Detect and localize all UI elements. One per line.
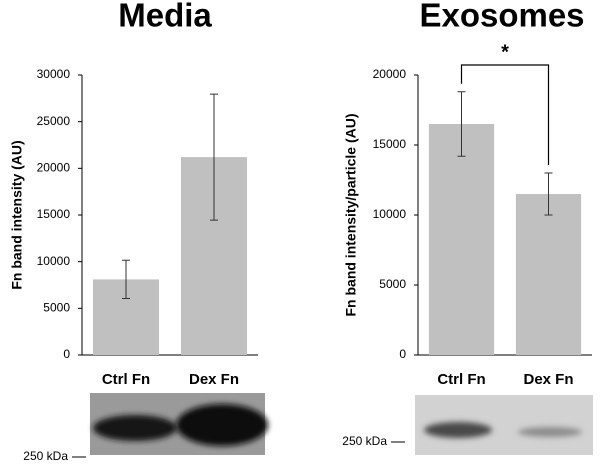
error-bar bbox=[457, 91, 466, 157]
y-tick-label: 10000 bbox=[373, 207, 407, 221]
y-tick-label: 0 bbox=[63, 347, 70, 361]
exosome-blot bbox=[415, 395, 593, 455]
y-axis-label: Fn band intensity/particle (AU) bbox=[343, 113, 359, 316]
bar bbox=[515, 194, 582, 355]
y-tick-label: 15000 bbox=[373, 137, 407, 151]
y-tick-label: 20000 bbox=[37, 161, 71, 175]
error-bar bbox=[544, 172, 553, 216]
y-tick-label: 15000 bbox=[37, 207, 71, 221]
media-blot bbox=[90, 393, 268, 455]
y-tick-label: 10000 bbox=[37, 254, 71, 268]
y-tick-label: 30000 bbox=[37, 67, 71, 81]
blot-marker-label: 250 kDa bbox=[23, 449, 68, 463]
chart-title: Media bbox=[118, 0, 212, 34]
significance-bracket bbox=[460, 64, 550, 165]
y-tick-label: 5000 bbox=[43, 301, 70, 315]
y-tick-label: 0 bbox=[399, 347, 406, 361]
bar bbox=[428, 124, 495, 355]
error-bar bbox=[122, 259, 130, 300]
error-bar bbox=[210, 93, 218, 221]
x-tick-label: Dex Fn bbox=[523, 371, 573, 388]
y-axis-label: Fn band intensity (AU) bbox=[9, 140, 25, 289]
x-tick-label: Dex Fn bbox=[189, 371, 239, 388]
significance-mark: * bbox=[501, 41, 509, 63]
y-tick-label: 5000 bbox=[379, 277, 406, 291]
chart-title: Exosomes bbox=[419, 0, 584, 34]
y-tick-label: 20000 bbox=[373, 67, 407, 81]
x-tick-label: Ctrl Fn bbox=[102, 371, 150, 388]
x-tick-label: Ctrl Fn bbox=[437, 371, 485, 388]
blot-marker-label: 250 kDa bbox=[342, 434, 387, 448]
y-tick-label: 25000 bbox=[37, 114, 71, 128]
